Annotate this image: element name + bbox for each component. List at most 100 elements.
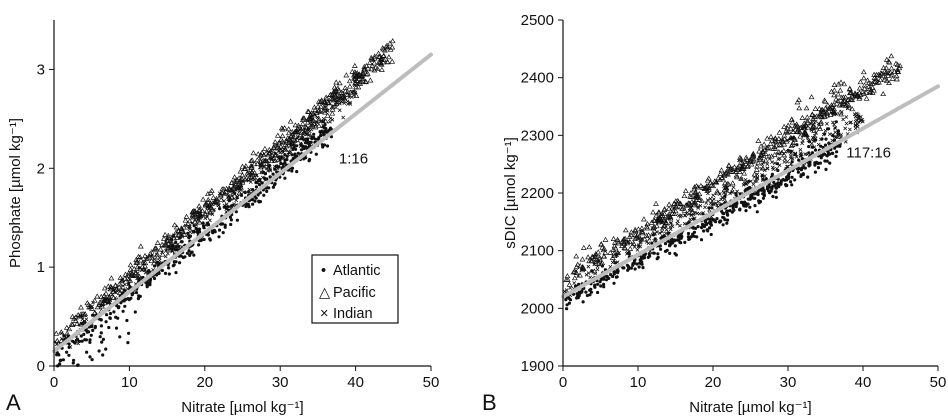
data-point-atlantic [774, 190, 778, 194]
data-point-atlantic [167, 272, 171, 276]
data-point-pacific [717, 170, 724, 176]
data-point-atlantic [71, 361, 75, 365]
data-point-indian [760, 176, 765, 181]
data-point-indian [352, 93, 357, 97]
data-point-pacific [816, 105, 823, 111]
data-point-pacific [852, 92, 859, 98]
data-point-pacific [585, 254, 592, 260]
data-point-atlantic [632, 259, 637, 263]
data-point-indian [352, 78, 357, 83]
panel-b-letter: B [482, 390, 497, 415]
data-point-pacific [312, 106, 319, 112]
data-point-atlantic [190, 250, 194, 254]
data-point-indian [765, 162, 770, 166]
data-point-indian [237, 185, 241, 190]
data-point-pacific [385, 54, 392, 60]
data-point-atlantic [67, 342, 71, 346]
data-point-indian [711, 193, 716, 198]
data-point-indian [809, 141, 814, 146]
data-point-atlantic [262, 193, 266, 197]
data-point-atlantic [752, 196, 756, 200]
data-point-indian [265, 169, 270, 173]
data-point-atlantic [762, 190, 766, 194]
data-point-indian [818, 137, 823, 142]
y-tick-label: 0 [37, 358, 45, 375]
data-point-pacific [799, 114, 806, 120]
data-point-pacific [720, 171, 727, 177]
data-point-indian [138, 276, 142, 280]
data-point-indian [682, 221, 687, 226]
x-tick-label: 30 [780, 374, 797, 391]
data-point-pacific [735, 164, 742, 170]
data-point-indian [592, 262, 597, 267]
data-point-indian [264, 166, 269, 171]
data-point-pacific [135, 253, 142, 259]
data-point-indian [301, 135, 305, 139]
data-point-indian [60, 336, 64, 341]
data-point-indian [235, 194, 240, 199]
data-point-pacific [780, 147, 787, 153]
data-point-pacific [196, 203, 203, 209]
data-point-pacific [287, 118, 294, 124]
data-point-pacific [365, 65, 371, 71]
data-point-pacific [366, 59, 373, 65]
data-point-indian [790, 135, 795, 140]
data-point-pacific [251, 161, 258, 167]
data-point-pacific [91, 309, 98, 315]
data-point-atlantic [700, 226, 704, 230]
data-point-pacific [239, 163, 246, 169]
data-point-pacific [809, 112, 816, 118]
data-point-indian [800, 141, 804, 146]
y-tick-label: 1 [37, 259, 45, 276]
data-point-indian [169, 239, 174, 244]
data-point-indian [706, 191, 710, 196]
data-point-pacific [116, 289, 123, 295]
data-point-atlantic [99, 318, 103, 322]
data-point-indian [652, 238, 657, 243]
data-point-indian [259, 164, 263, 169]
data-point-pacific [592, 255, 598, 261]
data-point-atlantic [814, 160, 819, 164]
data-point-indian [125, 287, 130, 291]
data-point-atlantic [565, 307, 569, 311]
data-point-pacific [91, 297, 98, 303]
data-point-pacific [761, 141, 768, 147]
data-point-atlantic [290, 169, 294, 173]
data-point-indian [293, 138, 298, 142]
data-point-indian [816, 142, 821, 147]
data-point-pacific [196, 207, 203, 213]
panel-a-x-axis-title: Nitrate [µmol kg⁻¹] [181, 399, 303, 416]
data-point-pacific [869, 84, 876, 90]
data-point-indian [79, 321, 84, 326]
data-point-pacific [566, 281, 573, 287]
y-tick-label: 2300 [521, 127, 554, 144]
data-point-pacific [824, 102, 831, 108]
data-point-pacific [758, 152, 765, 158]
data-point-pacific [377, 60, 384, 67]
data-point-atlantic [187, 249, 191, 253]
data-point-pacific [864, 77, 871, 83]
data-point-atlantic [673, 239, 677, 243]
data-point-atlantic [612, 271, 616, 275]
data-point-pacific [369, 62, 376, 68]
data-point-pacific [842, 94, 849, 100]
data-point-pacific [628, 229, 635, 235]
data-point-indian [59, 331, 64, 336]
data-point-pacific [793, 123, 800, 129]
data-point-indian [719, 197, 724, 202]
data-point-pacific [380, 59, 387, 65]
data-point-indian [650, 226, 655, 230]
data-point-indian [237, 185, 242, 190]
data-point-indian [774, 166, 779, 171]
data-point-pacific [653, 223, 660, 229]
data-point-pacific [742, 158, 749, 164]
data-point-indian [306, 128, 310, 133]
data-point-pacific [384, 45, 391, 51]
data-point-atlantic [293, 152, 297, 156]
data-point-atlantic [702, 223, 706, 227]
data-point-indian [858, 114, 863, 119]
data-point-indian [258, 157, 263, 161]
data-point-indian [84, 317, 89, 322]
data-point-atlantic [659, 247, 663, 251]
